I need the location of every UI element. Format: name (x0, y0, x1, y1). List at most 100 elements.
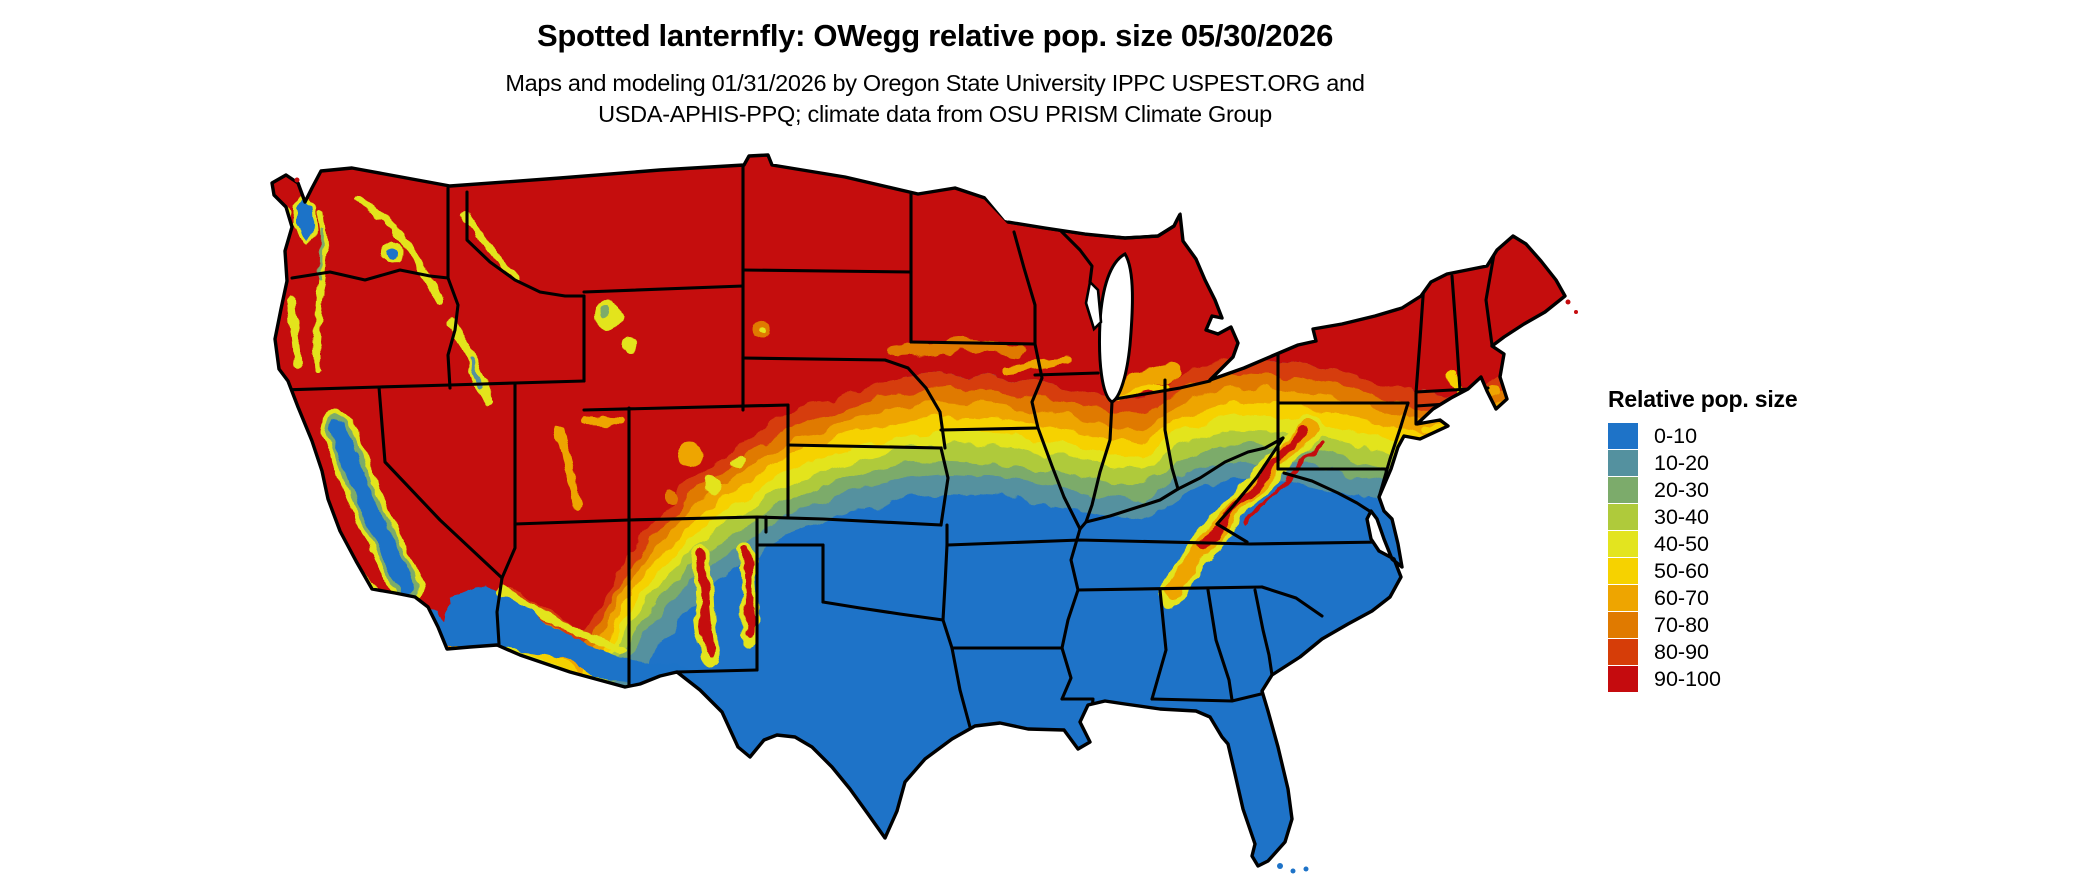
appalachian-ridge (1198, 428, 1310, 552)
state-border (1033, 371, 1100, 377)
legend-swatch (1608, 558, 1638, 584)
willamette-streak (285, 295, 302, 370)
legend-item: 10-20 (1608, 450, 2088, 476)
state-border (1150, 588, 1168, 701)
columbia-basin-core (386, 247, 398, 259)
legend-label: 60-70 (1654, 585, 1709, 610)
state-border (1060, 527, 1082, 650)
wind-river-patch (622, 337, 638, 353)
state-border (1078, 436, 1285, 531)
subtitle-line-2: USDA-APHIS-PPQ; climate data from OSU PR… (598, 101, 1272, 127)
state-border (941, 618, 954, 650)
black-hills-patch (758, 326, 766, 334)
state-border (950, 646, 972, 729)
state-border (941, 543, 949, 622)
state-border (1206, 588, 1234, 702)
uinta-streak (581, 416, 624, 426)
state-border (741, 356, 947, 450)
state-border (1453, 401, 1460, 423)
appalachian-ridge (1246, 442, 1324, 524)
legend-item: 60-70 (1608, 585, 2088, 611)
legend-swatch (1608, 666, 1638, 692)
legend-item: 80-90 (1608, 639, 2088, 665)
legend-label: 0-10 (1654, 423, 1698, 448)
state-border (741, 268, 913, 274)
legend-swatch (1608, 639, 1638, 665)
state-border (290, 268, 450, 282)
legend-label: 90-100 (1654, 666, 1721, 691)
legend-swatch (1608, 585, 1638, 611)
state-border (1260, 585, 1324, 618)
legend-title: Relative pop. size (1608, 386, 1798, 412)
idaho-streak-core (468, 356, 483, 387)
state-border (821, 600, 945, 622)
state-border (786, 443, 943, 450)
state-border (1253, 588, 1274, 677)
state-border (1060, 646, 1073, 701)
state-border (279, 379, 586, 392)
legend-swatch (1608, 423, 1638, 449)
florida-keys-speck (1290, 868, 1296, 874)
florida-keys-speck (1303, 866, 1309, 872)
legend-item: 0-10 (1608, 423, 2088, 449)
header: Spotted lanternfly: OWegg relative pop. … (0, 0, 1870, 130)
idaho-panhandle-streak (461, 211, 522, 282)
legend-label: 20-30 (1654, 477, 1709, 502)
legend-label: 40-50 (1654, 531, 1709, 556)
raster-desert-low (440, 583, 710, 698)
mountain-finger (695, 551, 715, 657)
wasatch-streak (555, 425, 583, 510)
legend-item: 70-80 (1608, 612, 2088, 638)
great-lakes (985, 172, 1182, 404)
columbia-basin-streak (354, 196, 444, 304)
lake-superior (985, 172, 1180, 236)
offshore-specks (294, 177, 1578, 874)
legend-item: 20-30 (1608, 477, 2088, 503)
state-border (939, 446, 950, 527)
raster-yellow-streak (496, 585, 624, 653)
state-border (1215, 436, 1285, 526)
state-border (939, 426, 1040, 432)
state-border (465, 190, 586, 298)
legend-swatch (1608, 450, 1638, 476)
subtitle: Maps and modeling 01/31/2026 by Oregon S… (0, 68, 1870, 130)
state-border (1215, 522, 1249, 544)
rockies-patch (678, 443, 702, 467)
raster-orange-streak (1003, 356, 1071, 373)
legend-swatch (1608, 612, 1638, 638)
legend-swatch (1608, 504, 1638, 530)
state-border (1450, 274, 1462, 392)
state-border (1113, 379, 1212, 401)
state-border (1282, 471, 1373, 514)
legend-rows: 0-10 10-20 20-30 30-40 40-50 50-60 60-70… (1608, 423, 2088, 692)
raster-yellow-streak (1116, 381, 1172, 400)
population-raster (272, 155, 1565, 866)
state-border (909, 340, 1037, 346)
rockies-patch (665, 491, 679, 505)
legend-swatch (1608, 531, 1638, 557)
central-valley-low (330, 418, 416, 596)
state-border (1414, 280, 1426, 426)
page-title: Spotted lanternfly: OWegg relative pop. … (536, 18, 1334, 53)
mountain-finger (741, 544, 754, 638)
legend-label: 50-60 (1654, 558, 1709, 583)
cascades-streak (318, 228, 323, 282)
green-bay (1084, 279, 1103, 332)
rockies-patch (703, 476, 721, 494)
lake-michigan (1098, 252, 1134, 404)
state-border (500, 522, 517, 580)
state-border (582, 284, 745, 294)
puget-low (297, 200, 314, 240)
state-border (946, 538, 1385, 547)
legend-label: 80-90 (1654, 639, 1709, 664)
legend-label: 70-80 (1654, 612, 1709, 637)
state-border (1163, 378, 1180, 491)
yellowstone-core (600, 307, 612, 319)
legend-label: 30-40 (1654, 504, 1709, 529)
state-border (1484, 252, 1496, 347)
legend-item: 50-60 (1608, 558, 2088, 584)
legend-item: 40-50 (1608, 531, 2088, 557)
cascades-streak (313, 209, 327, 375)
state-border (1076, 585, 1264, 592)
